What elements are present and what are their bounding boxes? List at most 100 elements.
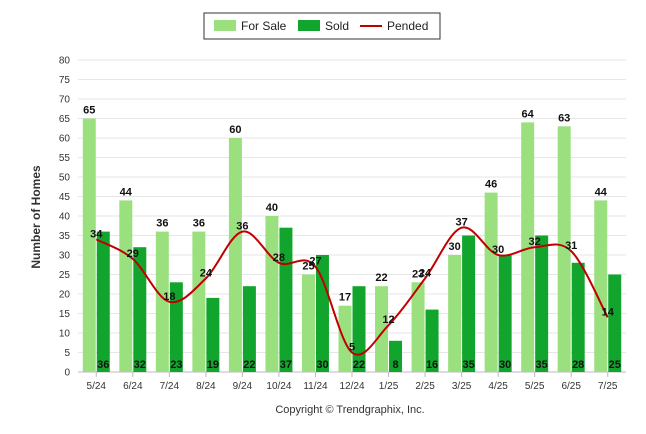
sold-value-label: 35 xyxy=(462,359,474,371)
pended-value-label: 5 xyxy=(349,342,355,354)
pended-value-label: 30 xyxy=(492,244,504,256)
legend-label-pended: Pended xyxy=(387,19,428,33)
y-tick-label: 30 xyxy=(59,251,71,262)
sold-value-label: 36 xyxy=(97,359,109,371)
legend-swatch-sold xyxy=(298,20,320,31)
bar-for-sale xyxy=(411,282,425,372)
sold-value-label: 37 xyxy=(280,359,292,371)
x-tick-label: 12/24 xyxy=(339,381,364,392)
bar-sold xyxy=(498,255,512,372)
y-tick-label: 50 xyxy=(59,173,71,184)
y-tick-label: 45 xyxy=(59,192,71,203)
bar-sold xyxy=(96,231,110,372)
for-sale-value-label: 30 xyxy=(448,241,460,253)
pended-value-label: 12 xyxy=(382,314,394,326)
y-tick-label: 25 xyxy=(59,270,71,281)
pended-value-label: 14 xyxy=(602,306,615,318)
bar-for-sale xyxy=(301,274,315,372)
for-sale-value-label: 64 xyxy=(522,108,535,120)
sold-value-label: 22 xyxy=(243,359,255,371)
bar-for-sale xyxy=(155,231,169,372)
y-tick-label: 65 xyxy=(59,114,71,125)
x-tick-label: 8/24 xyxy=(196,381,216,392)
y-tick-label: 75 xyxy=(59,75,71,86)
x-tick-label: 4/25 xyxy=(488,381,508,392)
pended-value-label: 27 xyxy=(309,256,321,268)
for-sale-value-label: 63 xyxy=(558,112,570,124)
x-tick-label: 7/24 xyxy=(160,381,180,392)
for-sale-value-label: 36 xyxy=(156,218,168,230)
bar-for-sale xyxy=(521,122,535,373)
y-axis-ticks: 0 5 10 15 20 25 30 35 40 45 50 55 60 65 70 75 80 xyxy=(59,56,71,379)
pended-line-layer xyxy=(95,226,609,356)
for-sale-value-label: 46 xyxy=(485,179,497,191)
bars xyxy=(82,118,622,373)
pended-value-label: 18 xyxy=(163,291,175,303)
legend-label-for-sale: For Sale xyxy=(241,19,287,33)
pended-value-label: 37 xyxy=(455,217,467,229)
sold-value-label: 23 xyxy=(170,359,182,371)
sold-value-label: 35 xyxy=(536,359,548,371)
sold-value-label: 16 xyxy=(426,359,438,371)
bar-sold xyxy=(169,282,183,372)
y-tick-label: 40 xyxy=(59,212,71,223)
y-tick-label: 55 xyxy=(59,153,71,164)
sold-value-label: 30 xyxy=(316,359,328,371)
y-tick-label: 60 xyxy=(59,134,71,145)
bar-sold xyxy=(389,340,403,372)
bar-for-sale xyxy=(119,200,133,372)
bar-sold xyxy=(535,235,549,372)
sold-value-label: 32 xyxy=(134,359,146,371)
sold-value-label: 19 xyxy=(207,359,219,371)
bar-sold xyxy=(608,274,622,372)
legend-swatch-for-sale xyxy=(214,20,236,31)
data-labels: 65 36 44 32 36 23 36 19 60 22 40 37 25 30 17 22 22 8 23 16 3… xyxy=(83,105,621,372)
for-sale-value-label: 40 xyxy=(266,202,278,214)
x-tick-label: 9/24 xyxy=(233,381,253,392)
x-tick-label: 5/24 xyxy=(87,381,107,392)
y-tick-label: 15 xyxy=(59,309,71,320)
bar-for-sale xyxy=(448,255,462,372)
bar-for-sale xyxy=(228,138,242,372)
y-tick-label: 70 xyxy=(59,95,71,106)
for-sale-value-label: 65 xyxy=(83,105,95,117)
pended-value-label: 34 xyxy=(90,228,103,240)
for-sale-value-label: 44 xyxy=(595,186,608,198)
sold-value-label: 30 xyxy=(499,359,511,371)
bar-sold xyxy=(315,255,329,372)
y-axis-title: Number of Homes xyxy=(29,165,43,269)
bar-for-sale xyxy=(338,305,352,372)
bar-for-sale xyxy=(594,200,608,372)
bar-for-sale xyxy=(484,192,498,372)
bar-for-sale xyxy=(192,231,206,372)
pended-value-label: 32 xyxy=(529,236,541,248)
bar-for-sale xyxy=(82,118,96,372)
for-sale-value-label: 36 xyxy=(193,218,205,230)
for-sale-value-label: 22 xyxy=(375,272,387,284)
y-tick-label: 5 xyxy=(64,348,70,359)
x-tick-label: 1/25 xyxy=(379,381,399,392)
bar-sold xyxy=(425,309,439,372)
bar-sold xyxy=(462,235,476,372)
pended-value-label: 36 xyxy=(236,221,248,233)
x-tick-label: 6/24 xyxy=(123,381,143,392)
x-tick-label: 6/25 xyxy=(561,381,581,392)
x-tick-label: 5/25 xyxy=(525,381,545,392)
y-tick-label: 80 xyxy=(59,56,71,67)
copyright: Copyright © Trendgraphix, Inc. xyxy=(275,404,424,416)
x-tick-label: 2/25 xyxy=(415,381,435,392)
pended-value-label: 24 xyxy=(200,267,213,279)
y-tick-label: 0 xyxy=(64,368,70,379)
for-sale-value-label: 25 xyxy=(302,261,314,273)
bar-sold xyxy=(571,262,585,372)
y-tick-label: 35 xyxy=(59,231,71,242)
bar-sold xyxy=(279,227,293,372)
y-tick-label: 20 xyxy=(59,290,71,301)
y-tick-label: 10 xyxy=(59,329,71,340)
bar-sold xyxy=(242,286,256,372)
x-tick-label: 7/25 xyxy=(598,381,618,392)
for-sale-value-label: 60 xyxy=(229,124,241,136)
for-sale-value-label: 17 xyxy=(339,292,351,304)
pended-value-label: 24 xyxy=(419,267,432,279)
